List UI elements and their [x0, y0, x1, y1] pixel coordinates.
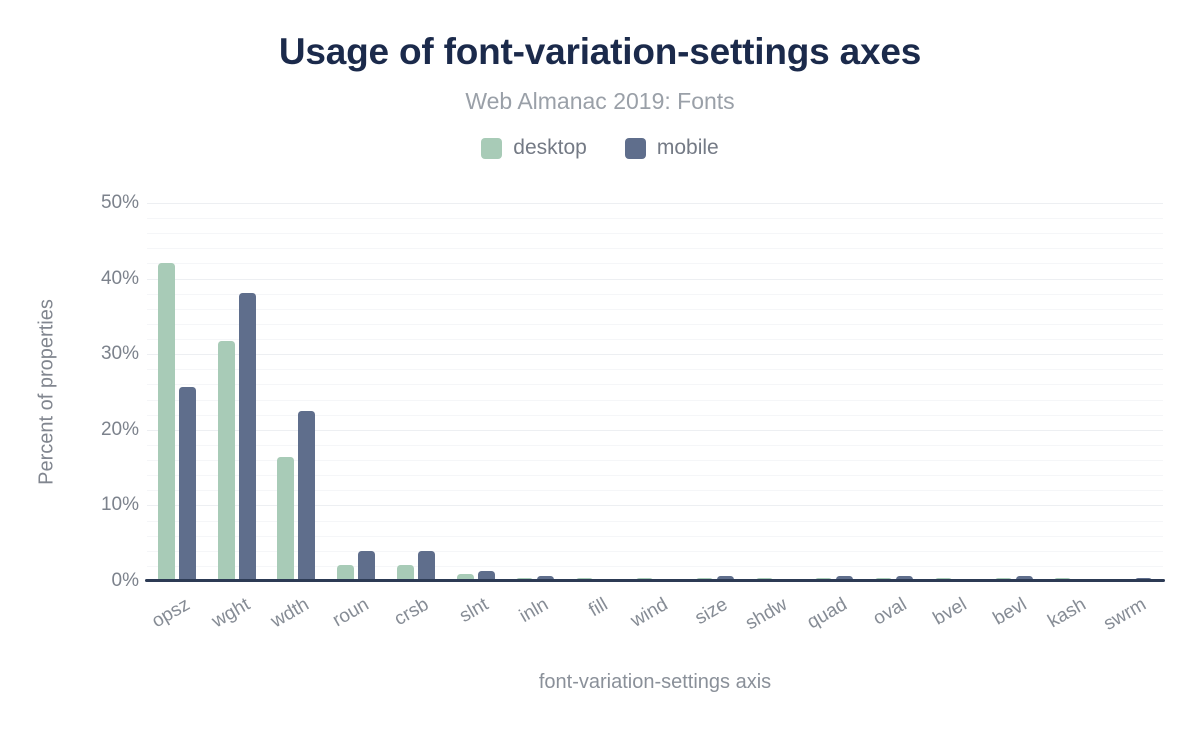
bar-mobile-oval [896, 576, 914, 581]
legend-swatch-mobile [624, 137, 646, 159]
chart-subtitle: Web Almanac 2019: Fonts [465, 88, 735, 114]
x-tick-label: wdth [267, 594, 313, 633]
gridline [147, 429, 1163, 431]
legend-item-mobile: mobile [624, 136, 719, 160]
bar-mobile-quad [836, 576, 854, 581]
x-tick-label: wind [627, 594, 672, 632]
gridline [147, 248, 1163, 250]
bars [147, 203, 1163, 581]
x-tick-label: wght [207, 594, 254, 633]
bar-mobile-roun [358, 550, 376, 581]
gridline [147, 475, 1163, 477]
gridlines [147, 203, 1163, 581]
bar-mobile-size [716, 576, 734, 581]
y-tick-label: 10% [100, 494, 139, 516]
y-tick-label: 0% [111, 570, 139, 591]
bar-desktop-opsz [157, 262, 175, 581]
gridline [147, 444, 1163, 446]
x-tick-labels: opsz wght wdth roun crsb slnt inln fill wind size… [147, 584, 1163, 659]
x-tick-label: oval [869, 594, 911, 630]
bar-mobile-bevl [1015, 576, 1033, 581]
bar-mobile-inln [537, 576, 555, 581]
x-tick-label: opsz [148, 594, 194, 633]
bar-desktop-crsb [396, 565, 414, 581]
x-tick-label: bevl [989, 594, 1031, 630]
gridline [147, 414, 1163, 416]
x-tick-label: crsb [390, 594, 433, 631]
gridline [147, 233, 1163, 235]
gridline [147, 535, 1163, 537]
x-tick-label: quad [803, 594, 851, 634]
gridline [147, 369, 1163, 371]
gridline [147, 263, 1163, 265]
x-tick-label: bvel [929, 594, 971, 630]
gridline [147, 218, 1163, 220]
x-tick-label: swrm [1099, 594, 1150, 635]
plot-area [145, 203, 1165, 582]
gridline [147, 384, 1163, 386]
y-tick-label: 40% [100, 267, 139, 289]
bar-mobile-wdth [298, 410, 316, 581]
x-tick-label: slnt [456, 594, 493, 627]
x-tick-label: fill [585, 594, 612, 622]
chart-title: Usage of font-variation-settings axes [278, 31, 922, 72]
x-tick-label: inln [515, 594, 552, 627]
x-tick-label: kash [1044, 594, 1090, 633]
gridline [147, 203, 1163, 204]
gridline [147, 293, 1163, 295]
gridline [147, 565, 1163, 567]
x-axis-line [145, 579, 1165, 582]
y-tick-labels: 50% 40% 30% 20% 10% 0% [0, 192, 139, 591]
gridline [147, 520, 1163, 522]
y-tick-label: 50% [100, 192, 139, 213]
legend: desktop mobile [0, 136, 1200, 160]
legend-item-desktop: desktop [481, 136, 587, 160]
gridline [147, 399, 1163, 401]
bar-desktop-wdth [277, 457, 295, 581]
bar-mobile-crsb [417, 550, 435, 581]
legend-swatch-desktop [481, 137, 503, 159]
legend-label-desktop: desktop [513, 136, 587, 159]
x-tick-label: roun [329, 594, 373, 632]
gridline [147, 354, 1163, 356]
bar-desktop-roun [337, 565, 355, 581]
gridline [147, 278, 1163, 280]
y-tick-label: 30% [100, 343, 139, 365]
bar-mobile-wght [238, 292, 256, 581]
gridline [147, 308, 1163, 310]
gridline [147, 550, 1163, 552]
bar-mobile-slnt [477, 571, 495, 581]
bar-desktop-wght [217, 340, 235, 581]
bar-mobile-opsz [178, 386, 196, 581]
x-tick-label: shdw [742, 594, 792, 635]
bar-desktop-slnt [456, 574, 474, 581]
gridline [147, 339, 1163, 341]
gridline [147, 490, 1163, 492]
gridline [147, 323, 1163, 325]
legend-label-mobile: mobile [656, 136, 719, 159]
x-axis-title: font-variation-settings axis [538, 671, 772, 693]
gridline [147, 460, 1163, 462]
gridline [147, 505, 1163, 507]
y-tick-label: 20% [100, 418, 139, 440]
x-tick-label: size [691, 594, 732, 630]
